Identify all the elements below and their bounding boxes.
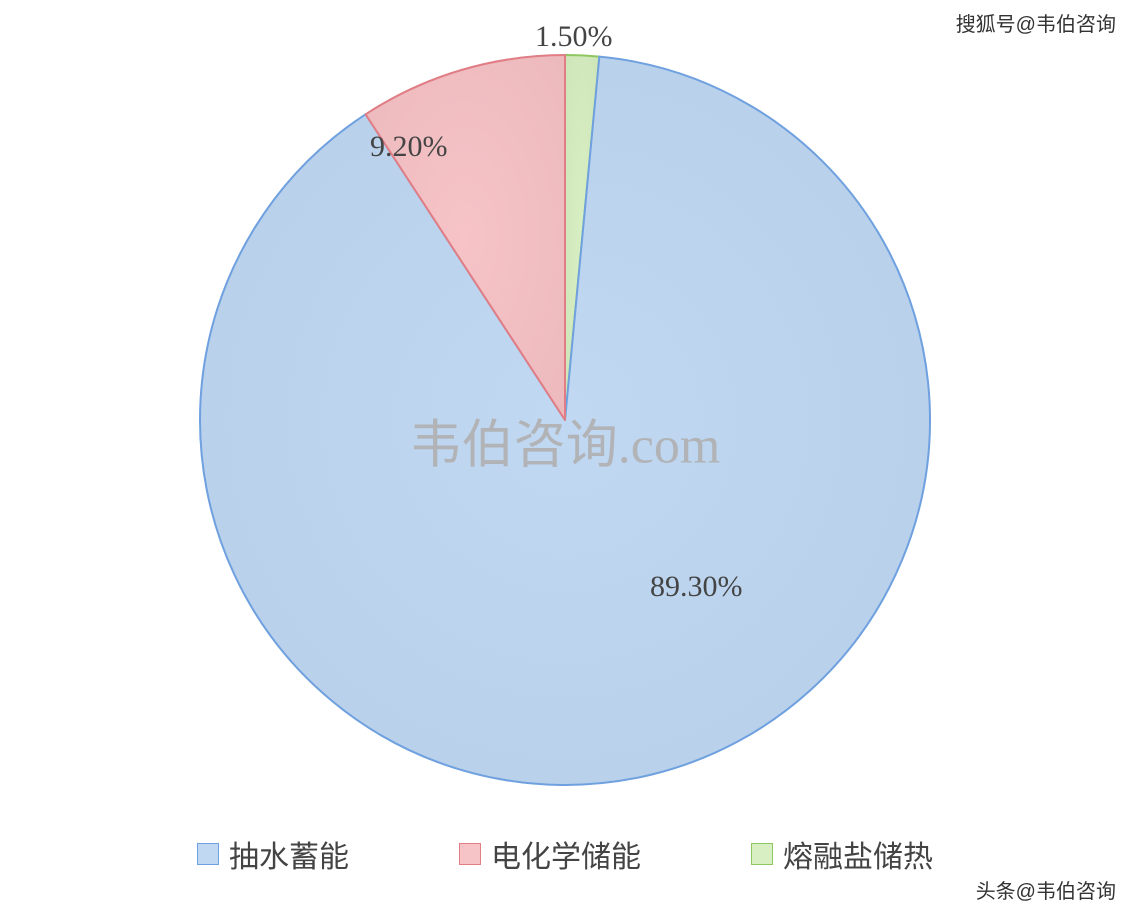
legend-label-2: 熔融盐储热 xyxy=(783,832,933,876)
legend-label-1: 电化学储能 xyxy=(491,832,641,876)
legend-swatch-1 xyxy=(459,843,481,865)
legend-swatch-0 xyxy=(197,843,219,865)
top-right-watermark: 搜狐号@韦伯咨询 xyxy=(956,8,1116,37)
bottom-right-watermark: 头条@韦伯咨询 xyxy=(976,875,1116,904)
pie-chart-svg xyxy=(0,0,1130,820)
legend-item-2: 熔融盐储热 xyxy=(751,832,933,876)
legend-swatch-2 xyxy=(751,843,773,865)
slice-label-1: 9.20% xyxy=(370,130,448,164)
slice-label-2: 1.50% xyxy=(535,20,613,54)
pie-chart-container: 89.30% 9.20% 1.50% xyxy=(0,0,1130,912)
legend-item-1: 电化学储能 xyxy=(459,832,641,876)
chart-legend: 抽水蓄能 电化学储能 熔融盐储热 xyxy=(0,832,1130,876)
slice-label-0: 89.30% xyxy=(650,570,743,604)
legend-item-0: 抽水蓄能 xyxy=(197,832,349,876)
legend-label-0: 抽水蓄能 xyxy=(229,832,349,876)
